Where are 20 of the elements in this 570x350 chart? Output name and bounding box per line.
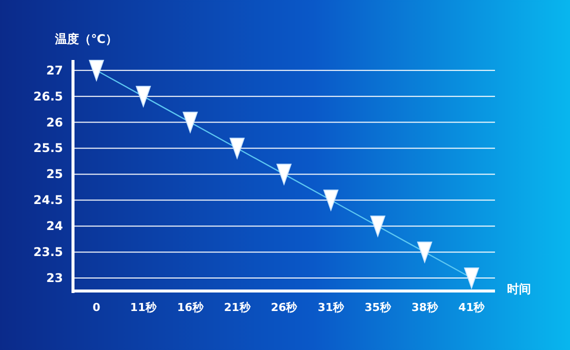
x-axis-title: 时间	[507, 282, 531, 296]
y-tick-label: 26.5	[33, 89, 63, 104]
x-tick-label: 26秒	[270, 301, 298, 314]
x-tick-label: 41秒	[458, 301, 486, 314]
y-tick-label: 24.5	[33, 193, 63, 208]
x-tick-label: 0	[92, 301, 101, 314]
y-tick-label: 23	[46, 271, 63, 286]
y-tick-label: 27	[46, 63, 63, 78]
y-axis-title: 温度（℃）	[54, 32, 118, 46]
y-tick-label: 23.5	[33, 245, 63, 260]
x-tick-label: 38秒	[412, 301, 439, 314]
x-tick-label: 21秒	[224, 301, 252, 314]
x-tick-label: 35秒	[364, 301, 392, 314]
y-tick-label: 24	[46, 219, 63, 234]
x-tick-label: 11秒	[130, 301, 158, 314]
x-tick-label: 31秒	[318, 301, 346, 314]
y-tick-label: 25	[46, 167, 63, 182]
y-tick-label: 26	[46, 115, 63, 130]
y-tick-label: 25.5	[33, 141, 63, 156]
x-tick-label: 16秒	[177, 301, 204, 314]
